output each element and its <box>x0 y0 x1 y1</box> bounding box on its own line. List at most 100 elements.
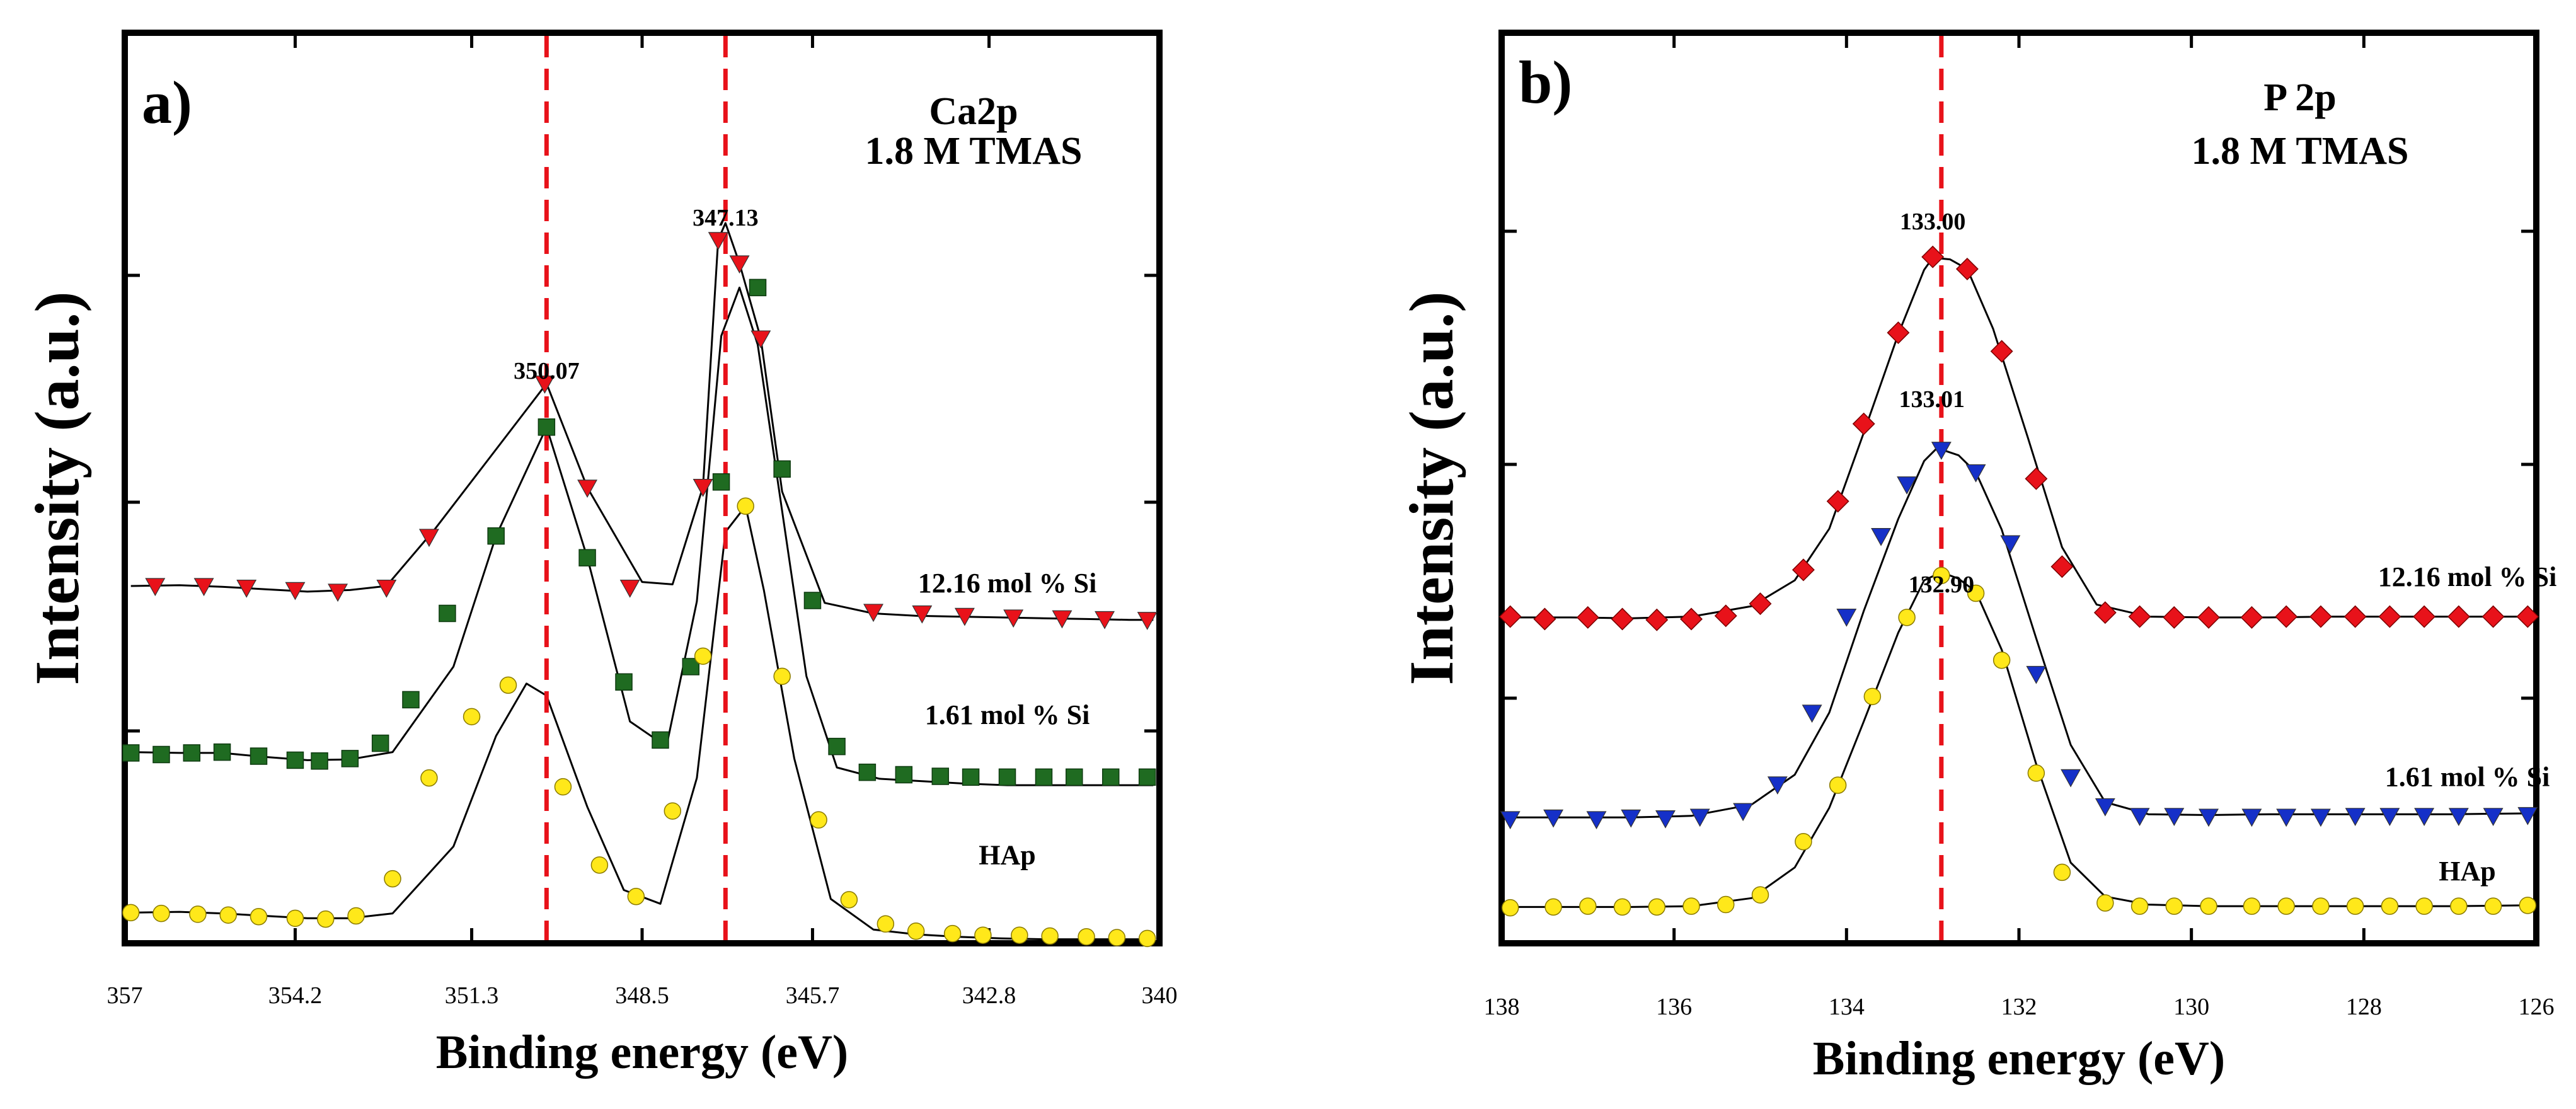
data-point-1 <box>376 579 397 598</box>
data-point-3 <box>1078 928 1095 946</box>
data-point-1 <box>863 604 884 623</box>
peak-label: 350.07 <box>514 358 580 384</box>
data-point-3 <box>2200 897 2217 915</box>
series-label-3: HAp <box>979 840 1035 871</box>
data-point-2 <box>2129 808 2150 826</box>
x-tick-label: 357 <box>107 982 143 1009</box>
data-point-1 <box>1887 321 1910 345</box>
data-point-2 <box>1836 609 1857 627</box>
data-point-3 <box>2484 897 2502 915</box>
x-tick-label: 354.2 <box>268 982 323 1009</box>
data-point-1 <box>2516 605 2539 628</box>
data-point-3 <box>737 497 754 515</box>
data-point-1 <box>2275 605 2298 628</box>
data-point-1 <box>1576 606 1599 629</box>
series-label-1: 12.16 mol % Si <box>918 568 1097 599</box>
data-point-3 <box>152 904 170 922</box>
data-point-2 <box>712 473 730 491</box>
peak-label: 132.90 <box>1909 572 1975 598</box>
labels-b: 12.16 mol % Si 1.61 mol % Si HAp 133.00 133.… <box>1899 209 2557 887</box>
data-point-1 <box>2163 606 2186 629</box>
data-point-1 <box>912 605 933 624</box>
x-tick-label: 136 <box>1656 994 1692 1020</box>
data-point-2 <box>1621 809 1642 828</box>
x-ticks-b: 138 136 134 132 130 128 126 <box>1484 33 2555 1020</box>
data-point-3 <box>250 908 268 926</box>
data-point-1 <box>2093 601 2117 624</box>
data-point-3 <box>2312 897 2330 915</box>
data-point-2 <box>1543 809 1564 828</box>
data-point-2 <box>2448 808 2469 826</box>
markers-a <box>122 232 1158 948</box>
chart-subtitle-a: 1.8 M TMAS <box>865 130 1082 173</box>
data-point-2 <box>1500 811 1521 830</box>
series-label-1: 12.16 mol % Si <box>2378 561 2557 592</box>
data-point-3 <box>1648 898 1666 916</box>
data-point-1 <box>285 582 306 600</box>
y-ticks-a <box>125 31 1159 945</box>
y-ticks-b <box>1502 31 2536 945</box>
data-point-1 <box>2413 605 2436 628</box>
data-point-3 <box>1613 898 1631 916</box>
data-point-3 <box>189 905 207 923</box>
data-point-3 <box>943 924 962 943</box>
data-point-3 <box>1011 926 1028 944</box>
data-point-1 <box>1852 412 1875 435</box>
labels-a: 12.16 mol % Si 1.61 mol % Si HAp 350.07 347.… <box>514 205 1096 871</box>
data-point-3 <box>2277 897 2295 915</box>
data-point-2 <box>1871 528 1892 546</box>
data-point-1 <box>1003 609 1024 628</box>
data-point-2 <box>1767 776 1788 795</box>
data-point-3 <box>1138 929 1156 948</box>
plot-frame-a <box>122 30 1163 946</box>
x-tick-label: 130 <box>2173 994 2209 1020</box>
data-point-1 <box>1533 607 1556 631</box>
data-point-2 <box>2276 808 2297 827</box>
data-point-2 <box>1655 810 1676 829</box>
data-point-2 <box>213 743 231 761</box>
data-point-3 <box>694 647 712 665</box>
data-point-3 <box>1898 609 1916 626</box>
x-tick-label: 348.5 <box>615 982 669 1009</box>
panel-label-b: b) <box>1519 49 1572 116</box>
data-point-2 <box>578 549 596 566</box>
data-point-2 <box>1802 704 1822 723</box>
data-point-1 <box>2025 467 2048 490</box>
data-point-1 <box>1645 608 1669 631</box>
data-point-2 <box>1931 442 1952 460</box>
y-axis-title-b: Intensity (a.u.) <box>1396 291 1466 685</box>
data-point-3 <box>384 870 401 888</box>
data-point-1 <box>1680 607 1703 631</box>
data-point-2 <box>858 763 877 781</box>
x-axis-title-b: Binding energy (eV) <box>1813 1032 2225 1085</box>
data-point-3 <box>2381 897 2399 915</box>
data-point-3 <box>219 906 237 924</box>
data-point-1 <box>2050 555 2074 578</box>
data-point-2 <box>538 418 556 436</box>
data-point-3 <box>2450 897 2468 915</box>
data-point-1 <box>2240 606 2263 629</box>
series-label-3: HAp <box>2439 856 2495 887</box>
data-point-3 <box>1501 899 1519 917</box>
data-point-1 <box>954 607 975 626</box>
data-point-3 <box>1795 832 1812 851</box>
markers-b <box>1498 245 2539 917</box>
data-point-3 <box>877 915 895 933</box>
data-point-3 <box>347 907 365 925</box>
data-point-1 <box>418 529 439 548</box>
data-point-3 <box>1041 927 1059 945</box>
panel-b: 138 136 134 132 130 128 126 12.16 mol % Si 1.61… <box>1396 30 2557 1085</box>
data-point-2 <box>931 767 950 785</box>
data-point-2 <box>1101 768 1120 786</box>
data-point-2 <box>183 744 200 762</box>
data-point-2 <box>122 744 140 762</box>
data-point-3 <box>2165 897 2183 915</box>
x-tick-label: 134 <box>1829 994 1865 1020</box>
series-line-2 <box>130 286 1154 786</box>
data-point-1 <box>236 579 257 598</box>
data-point-2 <box>2026 665 2047 684</box>
data-point-2 <box>371 734 389 752</box>
data-point-2 <box>2345 808 2366 826</box>
data-point-1 <box>1921 245 1945 268</box>
